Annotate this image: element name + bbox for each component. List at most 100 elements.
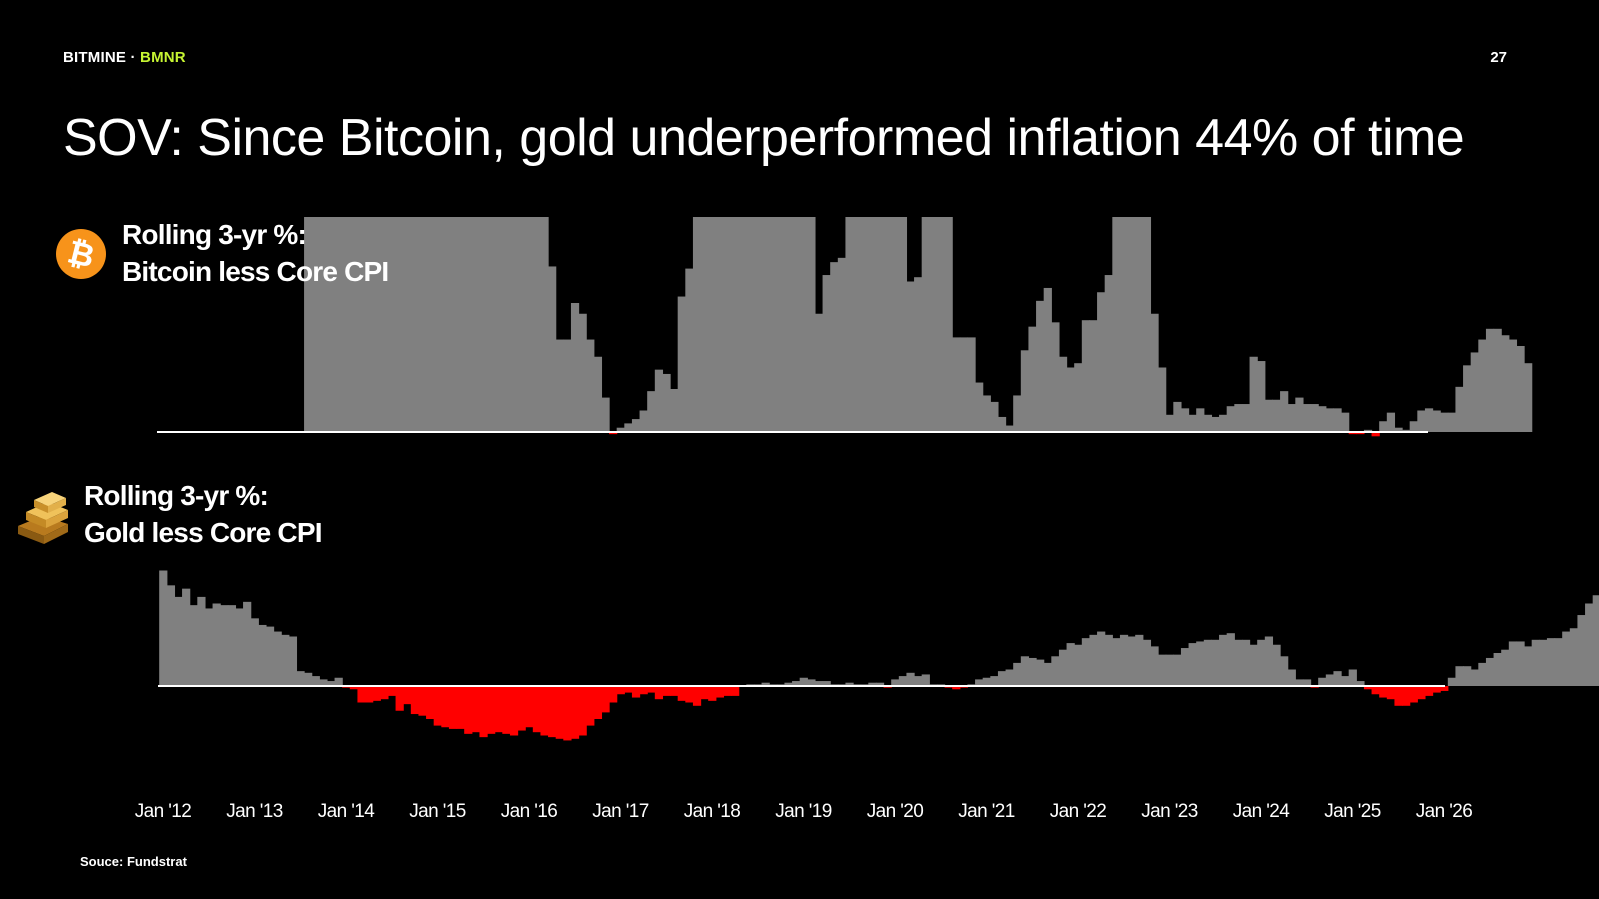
gold-bar (670, 686, 679, 696)
gold-bar (685, 686, 694, 703)
btc-bar (1241, 404, 1251, 432)
gold-bar (1150, 646, 1159, 686)
btc-bar (1424, 408, 1434, 432)
btc-bar (326, 217, 336, 432)
btc-bar (967, 337, 976, 432)
btc-bar (1203, 414, 1213, 432)
btc-bar (1257, 361, 1266, 432)
gold-bar (563, 686, 572, 741)
brand-name: BITMINE (63, 49, 127, 66)
gold-bar (494, 686, 503, 733)
gold-bar (952, 686, 961, 690)
gold-bar (182, 588, 191, 686)
gold-bar (410, 686, 420, 715)
gold-bar (471, 686, 481, 733)
gold-bar (235, 608, 244, 686)
btc-bar (601, 397, 610, 432)
btc-bar (410, 217, 420, 432)
btc-bar (1226, 406, 1235, 432)
btc-bar (525, 217, 534, 432)
gold-bar (1257, 639, 1266, 686)
gold-bar (555, 686, 564, 739)
btc-bar (776, 217, 786, 432)
brand-header: BITMINE · BMNR (63, 49, 186, 66)
btc-bar (563, 339, 572, 432)
x-tick-label: Jan '19 (775, 801, 832, 822)
btc-bar (1501, 335, 1510, 432)
gold-bar (792, 681, 801, 686)
btc-label-line1: Rolling 3-yr %: (122, 219, 307, 250)
gold-bar (1554, 638, 1563, 686)
btc-bar (1394, 427, 1403, 432)
btc-bar (1127, 217, 1136, 432)
btc-bar (1432, 410, 1441, 432)
btc-bar (1470, 352, 1479, 432)
btc-bar (1447, 412, 1457, 432)
gold-bar (548, 686, 557, 738)
gold-label-line2: Gold less Core CPI (84, 517, 322, 548)
gold-bar (433, 686, 442, 726)
gold-bar (1508, 641, 1518, 686)
gold-bar (1402, 686, 1411, 706)
btc-bar (1005, 425, 1014, 432)
btc-bar (1066, 367, 1075, 432)
btc-bar (1440, 412, 1449, 432)
btc-bar (456, 217, 465, 432)
x-tick-label: Jan '16 (501, 801, 558, 822)
btc-bar (1302, 404, 1312, 432)
gold-bar (975, 679, 984, 686)
btc-bar (692, 217, 702, 432)
btc-bar (784, 217, 793, 432)
btc-bar (1089, 320, 1098, 432)
btc-bar (1234, 404, 1243, 432)
btc-bar (883, 217, 892, 432)
btc-bar (929, 217, 938, 432)
gold-bar (1180, 648, 1190, 686)
btc-bar (1295, 397, 1304, 432)
gold-bar (1585, 603, 1594, 686)
btc-bar (1272, 399, 1281, 432)
gold-bar (174, 596, 183, 686)
btc-bar (319, 217, 328, 432)
gold-bar (1272, 644, 1281, 686)
btc-bar (738, 217, 747, 432)
btc-bar (1051, 322, 1060, 432)
btc-bar (982, 395, 991, 432)
btc-bar (1333, 408, 1342, 432)
btc-bar (1013, 395, 1022, 432)
gold-bar (1165, 654, 1174, 686)
gold-bar (334, 677, 343, 686)
btc-bar (441, 217, 450, 432)
btc-bar (746, 217, 755, 432)
gold-bar (914, 676, 923, 686)
gold-bar (1112, 638, 1121, 686)
gold-bar (1135, 634, 1144, 686)
gold-bar (426, 686, 435, 719)
btc-bar (731, 217, 740, 432)
btc-bar (814, 313, 824, 432)
btc-bar (677, 296, 686, 432)
gold-bar (570, 686, 580, 739)
btc-bar (921, 217, 930, 432)
bitcoin-logo-icon: ₿ (56, 229, 106, 279)
gold-bar (212, 603, 221, 686)
slide-title: SOV: Since Bitcoin, gold underperformed … (63, 109, 1465, 167)
gold-bar (1287, 669, 1296, 686)
gold-bar (1363, 686, 1373, 690)
btc-bar (1287, 404, 1296, 432)
btc-bar (540, 217, 549, 432)
btc-bar (502, 217, 511, 432)
btc-bar (1325, 408, 1335, 432)
x-tick-label: Jan '22 (1050, 801, 1107, 822)
gold-bar (1081, 638, 1091, 686)
gold-bar (731, 686, 740, 696)
gold-bar (1478, 662, 1487, 686)
gold-bar (1394, 686, 1403, 706)
btc-bar (944, 217, 953, 432)
btc-bar (792, 217, 801, 432)
gold-bar (593, 686, 603, 719)
btc-bar (1119, 217, 1129, 432)
btc-bar (387, 217, 397, 432)
gold-bar (464, 686, 473, 734)
btc-bar (959, 337, 969, 432)
